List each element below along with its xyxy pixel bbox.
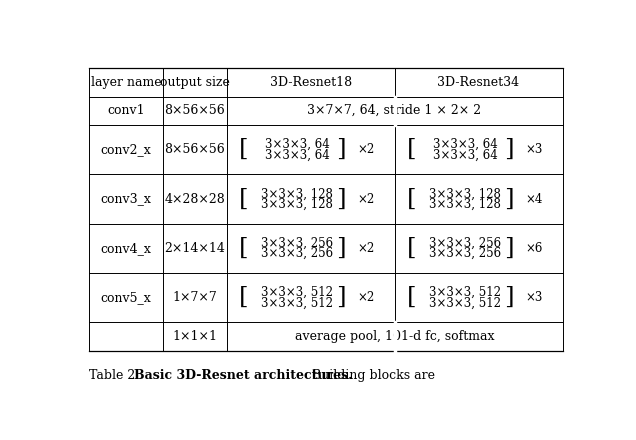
Text: conv5_x: conv5_x [100,291,151,304]
Text: 3×3×3, 64: 3×3×3, 64 [265,138,329,151]
Text: 3×3×3, 128: 3×3×3, 128 [261,198,333,211]
Text: [: [ [238,138,248,161]
Text: ]: ] [504,237,514,260]
Text: 3×3×3, 128: 3×3×3, 128 [429,187,501,200]
Text: 3D-Resnet18: 3D-Resnet18 [270,76,352,89]
Text: 2×14×14: 2×14×14 [164,242,225,255]
Text: ]: ] [336,187,345,210]
Text: [: [ [406,237,416,260]
Text: 1×1×1: 1×1×1 [172,330,217,343]
Text: 8×56×56: 8×56×56 [164,143,225,156]
Text: 3×3×3, 128: 3×3×3, 128 [261,187,333,200]
Text: ×2: ×2 [357,193,375,205]
Text: 4×28×28: 4×28×28 [164,193,225,205]
Text: ]: ] [504,286,514,309]
Text: conv1: conv1 [107,104,145,117]
Text: Basic 3D-Resnet architectures.: Basic 3D-Resnet architectures. [134,369,353,382]
Text: 3×3×3, 512: 3×3×3, 512 [429,297,501,309]
Text: ×4: ×4 [525,193,543,205]
Text: 3×7×7, 64, stride 1 × 2× 2: 3×7×7, 64, stride 1 × 2× 2 [307,104,481,117]
Text: 3×3×3, 64: 3×3×3, 64 [432,138,497,151]
Text: Building blocks are: Building blocks are [304,369,435,382]
Text: [: [ [406,187,416,210]
Text: ]: ] [504,187,514,210]
Text: 3D-Resnet34: 3D-Resnet34 [438,76,520,89]
Text: 3×3×3, 256: 3×3×3, 256 [261,247,333,260]
Text: 8×56×56: 8×56×56 [164,104,225,117]
Text: 3×3×3, 64: 3×3×3, 64 [265,148,329,161]
Text: ]: ] [336,286,345,309]
Text: layer name: layer name [91,76,162,89]
Text: ×6: ×6 [525,242,543,255]
Text: [: [ [406,286,416,309]
Text: average pool, 101-d fc, softmax: average pool, 101-d fc, softmax [295,330,494,343]
Text: ]: ] [336,237,345,260]
Text: ×3: ×3 [525,143,543,156]
Text: conv2_x: conv2_x [100,143,151,156]
Text: 3×3×3, 128: 3×3×3, 128 [429,198,501,211]
Text: [: [ [238,237,248,260]
Text: 1×7×7: 1×7×7 [172,291,217,304]
Text: [: [ [238,187,248,210]
Text: conv4_x: conv4_x [100,242,151,255]
Text: conv3_x: conv3_x [100,193,151,205]
Text: ×2: ×2 [357,143,375,156]
Text: 3×3×3, 64: 3×3×3, 64 [432,148,497,161]
Text: 3×3×3, 256: 3×3×3, 256 [429,247,501,260]
Text: 3×3×3, 512: 3×3×3, 512 [261,297,333,309]
Text: ×2: ×2 [357,291,375,304]
Text: Table 2.: Table 2. [89,369,148,382]
Text: [: [ [238,286,248,309]
Text: ]: ] [336,138,345,161]
Text: 3×3×3, 256: 3×3×3, 256 [261,237,333,249]
Text: [: [ [406,138,416,161]
Text: 3×3×3, 512: 3×3×3, 512 [261,286,333,299]
Text: 3×3×3, 512: 3×3×3, 512 [429,286,501,299]
Text: output size: output size [160,76,230,89]
Text: ×3: ×3 [525,291,543,304]
Text: ×2: ×2 [357,242,375,255]
Text: ]: ] [504,138,514,161]
Text: 3×3×3, 256: 3×3×3, 256 [429,237,501,249]
